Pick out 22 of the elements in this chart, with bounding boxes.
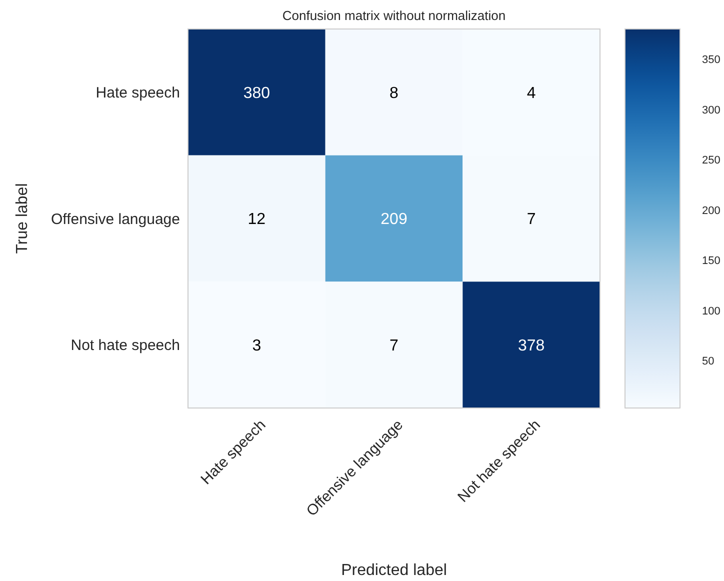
y-tick-label: Not hate speech (70, 337, 180, 354)
y-tick-label: Offensive language (51, 210, 180, 228)
data-label: 7 (526, 211, 536, 228)
y-tick-label: Hate speech (96, 84, 180, 102)
x-axis-title: Predicted label (341, 562, 447, 579)
color-bar-label: 250 (702, 154, 720, 167)
color-bar-label: 150 (702, 255, 720, 268)
color-bar-label: 300 (702, 104, 720, 116)
color-bar-label: 100 (702, 305, 720, 318)
data-label: 209 (380, 211, 408, 228)
color-bar-label: 50 (702, 356, 714, 368)
data-label: 380 (243, 84, 270, 102)
color-bar-label: 350 (702, 54, 720, 66)
chart-title: Confusion matrix without normalization (282, 8, 506, 23)
data-label: 3 (252, 337, 262, 354)
data-label: 7 (390, 337, 399, 354)
y-axis-title: True label (14, 183, 31, 254)
data-label: 12 (248, 211, 266, 228)
data-label: 8 (390, 84, 399, 102)
data-label: 378 (518, 337, 545, 354)
data-label: 4 (526, 84, 536, 102)
color-bar-label: 200 (702, 204, 720, 217)
